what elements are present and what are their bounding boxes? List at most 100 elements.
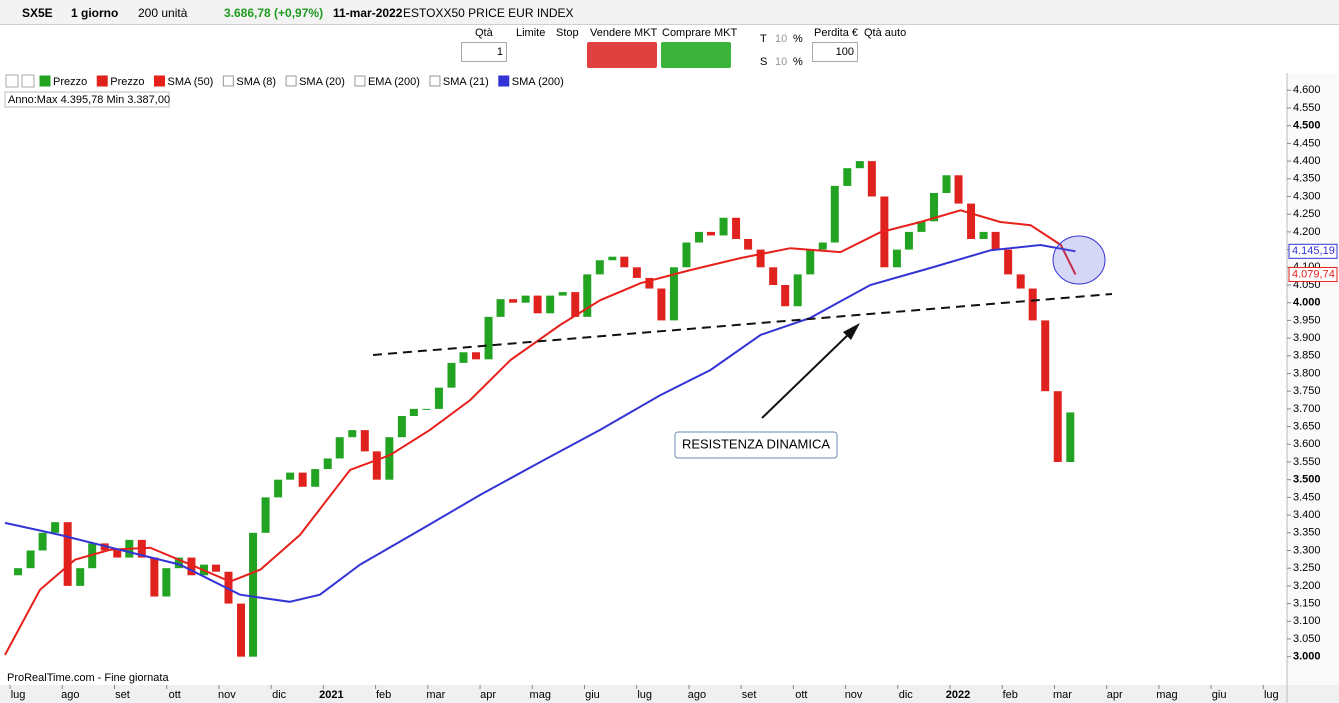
- auto-qty-label[interactable]: Qtà auto: [864, 27, 907, 39]
- candle: [26, 550, 35, 569]
- candle: [261, 497, 270, 533]
- x-tick-label: mag: [1156, 689, 1177, 701]
- units[interactable]: 200 unità: [138, 6, 188, 20]
- candle: [967, 203, 976, 239]
- candle: [595, 260, 604, 275]
- y-tick-label: 3.500: [1293, 474, 1321, 486]
- price-tag-label: 4.079,74: [1292, 268, 1335, 280]
- candle: [583, 274, 592, 317]
- legend-swatch: [285, 75, 297, 87]
- candle: [472, 352, 481, 360]
- y-tick-label: 3.000: [1293, 651, 1321, 663]
- legend-label: SMA (20): [299, 76, 345, 88]
- legend-swatch: [39, 75, 51, 87]
- price-tag: [1288, 266, 1338, 282]
- x-tick-label: set: [742, 689, 757, 701]
- x-tick-label: 2021: [319, 689, 343, 701]
- symbol[interactable]: SX5E: [22, 6, 53, 20]
- t-value[interactable]: 10: [775, 33, 788, 45]
- s-unit: %: [793, 56, 803, 68]
- instrument-name: ESTOXX50 PRICE EUR INDEX: [403, 6, 574, 20]
- x-tick-label: feb: [1003, 689, 1018, 701]
- sell-button[interactable]: [587, 42, 657, 68]
- loss-input[interactable]: 100: [812, 42, 858, 62]
- candle: [484, 316, 493, 360]
- candle: [1004, 249, 1013, 275]
- candle: [1016, 274, 1025, 289]
- buy-label: Comprare MKT: [662, 27, 738, 39]
- y-tick-label: 4.500: [1293, 120, 1321, 132]
- legend-swatch: [354, 75, 366, 87]
- candle: [224, 571, 233, 604]
- y-tick-label: 3.900: [1293, 332, 1321, 344]
- candle: [14, 568, 23, 576]
- x-tick-label: mar: [426, 689, 445, 701]
- highlight-circle: [1052, 235, 1106, 285]
- legend-label: SMA (21): [443, 76, 489, 88]
- candle: [719, 217, 728, 236]
- candle: [113, 550, 122, 558]
- annotation: RESISTENZA DINAMICA: [682, 436, 830, 451]
- x-tick-label: set: [115, 689, 130, 701]
- x-tick-label: ott: [795, 689, 807, 701]
- qty-input[interactable]: 1: [461, 42, 507, 62]
- candle: [63, 522, 72, 586]
- buy-button[interactable]: [661, 42, 731, 68]
- y-tick-label: 3.150: [1293, 597, 1321, 609]
- info-box: [4, 91, 170, 108]
- legend-swatch: [96, 75, 108, 87]
- candle: [100, 543, 109, 551]
- candle: [732, 217, 741, 239]
- y-tick-label: 3.200: [1293, 580, 1321, 592]
- legend-swatch: [498, 75, 510, 87]
- x-tick-label: apr: [1107, 689, 1123, 701]
- s-value[interactable]: 10: [775, 56, 788, 68]
- candle: [509, 299, 518, 303]
- legend-label: EMA (200): [368, 76, 420, 88]
- legend-swatch: [429, 75, 441, 87]
- y-axis-band: [1287, 73, 1339, 685]
- date: 11-mar-2022: [333, 6, 403, 20]
- candle: [657, 288, 666, 321]
- candle: [348, 430, 357, 438]
- y-tick-label: 4.450: [1293, 137, 1321, 149]
- timeframe[interactable]: 1 giorno: [71, 6, 119, 20]
- legend-swatch: [154, 75, 165, 87]
- candle: [496, 299, 505, 317]
- x-tick-label: giu: [585, 689, 600, 701]
- legend-label: Prezzo: [110, 76, 144, 88]
- y-tick-label: 3.700: [1293, 403, 1321, 415]
- candle: [695, 231, 704, 243]
- candle: [1053, 391, 1062, 462]
- candle: [249, 532, 258, 657]
- legend-label: Prezzo: [53, 76, 87, 88]
- y-tick-label: 4.050: [1293, 279, 1321, 291]
- candle: [434, 387, 443, 409]
- footer: ProRealTime.com - Fine giornata: [7, 672, 169, 684]
- y-tick-label: 4.350: [1293, 173, 1321, 185]
- s-label: S: [760, 56, 768, 68]
- candle: [929, 192, 938, 222]
- candle: [867, 161, 876, 197]
- y-tick-label: 3.100: [1293, 615, 1321, 627]
- candle: [1066, 412, 1075, 462]
- stop-label[interactable]: Stop: [556, 27, 579, 39]
- candle: [781, 285, 790, 307]
- legend-swatch: [222, 75, 234, 87]
- candle: [150, 557, 159, 597]
- y-tick-label: 4.200: [1293, 226, 1321, 238]
- x-tick-label: lug: [11, 689, 26, 701]
- x-tick-label: mar: [1053, 689, 1072, 701]
- candle: [521, 295, 530, 303]
- y-tick-label: 4.100: [1293, 261, 1321, 273]
- x-tick-label: feb: [376, 689, 391, 701]
- candle: [447, 362, 456, 388]
- x-tick-label: lug: [1264, 689, 1279, 701]
- candle: [632, 267, 641, 278]
- y-tick-label: 3.450: [1293, 491, 1321, 503]
- candle: [979, 231, 988, 239]
- candle: [744, 238, 753, 250]
- candle: [211, 564, 220, 572]
- limit-label[interactable]: Limite: [516, 27, 546, 39]
